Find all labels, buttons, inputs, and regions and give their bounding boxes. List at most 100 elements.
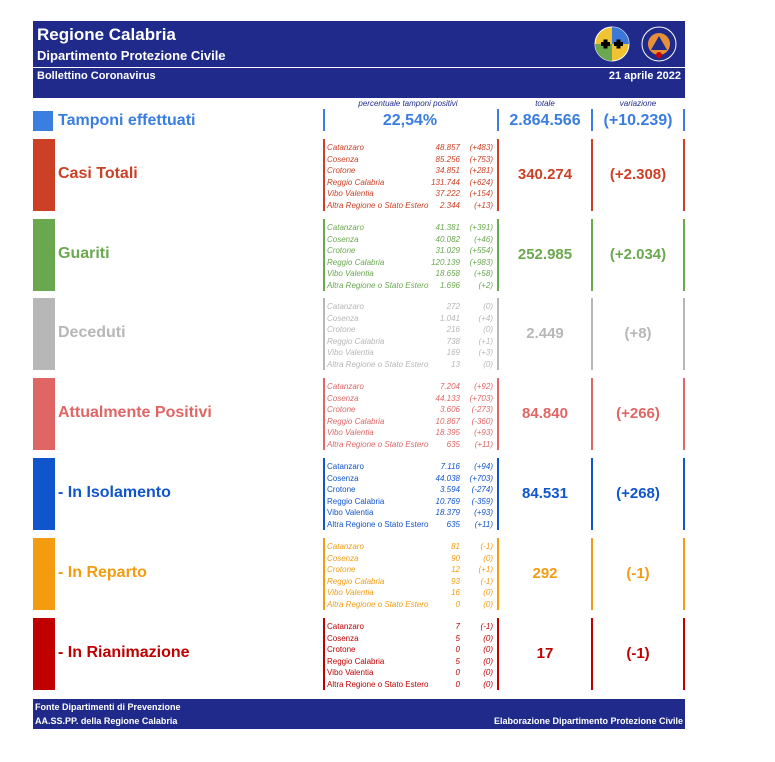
stat-divider-mid <box>497 139 499 211</box>
province-name: Catanzaro <box>327 143 364 152</box>
province-delta: (+1) <box>478 336 493 346</box>
province-name: Vibo Valentia <box>327 508 374 518</box>
stat-color-bar <box>33 298 55 370</box>
province-value: 5 <box>455 656 460 666</box>
province-row: Vibo Valentia 169 (+3) <box>325 347 497 359</box>
province-value: 12 <box>451 565 460 575</box>
province-delta: (0) <box>483 645 493 655</box>
province-name: Cosenza <box>327 473 359 483</box>
province-row: Altra Regione o Stato Estero 635 (+11) <box>325 439 497 451</box>
stat-variation: (+8) <box>624 325 652 342</box>
bulletin-date: 21 aprile 2022 <box>608 70 681 82</box>
province-list: Catanzaro 7 (-1) Cosenza 5 (0) Crotone 0 (0) Regg… <box>325 621 497 691</box>
province-value: 18.658 <box>435 269 460 279</box>
tamponi-divider-left <box>323 109 325 131</box>
province-list: Catanzaro 7.204 (+92) Cosenza 44.133 (+703) Cr… <box>325 381 497 451</box>
province-row: Crotone 0 (0) <box>325 644 497 656</box>
tamponi-total: 2.864.566 <box>509 112 581 129</box>
province-row: Reggio Calabria 738 (+1) <box>325 336 497 348</box>
province-row: Crotone 34.851 (+281) <box>325 165 497 177</box>
province-delta: (+11) <box>474 519 493 529</box>
province-value: 1.041 <box>439 313 460 323</box>
stat-divider-mid2 <box>591 618 593 690</box>
province-delta: (+391) <box>469 223 493 232</box>
province-value: 7.204 <box>439 382 460 391</box>
total-column-header: totale <box>535 99 555 108</box>
province-delta: (+92) <box>474 382 493 391</box>
stat-label: Guariti <box>58 245 110 262</box>
province-row: Reggio Calabria 10.867 (-360) <box>325 416 497 428</box>
province-row: Cosenza 1.041 (+4) <box>325 313 497 325</box>
province-name: Altra Regione o Stato Estero <box>327 439 429 449</box>
province-value: 131.744 <box>431 177 460 187</box>
province-value: 635 <box>446 519 460 529</box>
province-name: Cosenza <box>327 633 359 643</box>
province-name: Reggio Calabria <box>327 576 385 586</box>
province-name: Crotone <box>327 565 356 575</box>
province-list: Catanzaro 272 (0) Cosenza 1.041 (+4) Crotone 21… <box>325 301 497 371</box>
province-value: 1.696 <box>439 280 460 290</box>
header-banner: Regione Calabria Dipartimento Protezione… <box>33 21 685 67</box>
stat-divider-left <box>323 139 325 211</box>
province-value: 738 <box>446 336 460 346</box>
stat-label: Casi Totali <box>58 165 138 182</box>
province-value: 0 <box>455 599 460 609</box>
stat-block: - In Isolamento Catanzaro 7.116 (+94) Cosenz… <box>33 458 685 530</box>
province-delta: (0) <box>483 553 493 563</box>
province-name: Catanzaro <box>327 302 364 311</box>
province-value: 48.857 <box>435 143 460 152</box>
stat-divider-left <box>323 378 325 450</box>
province-delta: (+94) <box>474 462 493 471</box>
province-value: 10.867 <box>435 416 460 426</box>
province-name: Vibo Valentia <box>327 588 374 598</box>
stat-variation: (+2.034) <box>609 246 667 263</box>
province-delta: (+93) <box>474 428 493 438</box>
stat-label: Deceduti <box>58 324 126 341</box>
province-row: Reggio Calabria 5 (0) <box>325 656 497 668</box>
province-row: Catanzaro 48.857 (+483) <box>325 142 497 154</box>
header-band <box>33 84 685 98</box>
province-name: Catanzaro <box>327 382 364 391</box>
province-delta: (0) <box>483 599 493 609</box>
province-delta: (0) <box>483 588 493 598</box>
footer-source-2: AA.SS.PP. della Regione Calabria <box>35 716 178 726</box>
stat-color-bar <box>33 139 55 211</box>
province-delta: (0) <box>483 633 493 643</box>
province-name: Altra Regione o Stato Estero <box>327 280 429 290</box>
page-subtitle: Dipartimento Protezione Civile <box>37 48 226 63</box>
stat-divider-right <box>683 298 685 370</box>
province-name: Vibo Valentia <box>327 668 374 678</box>
stat-divider-right <box>683 458 685 530</box>
province-delta: (0) <box>483 679 493 689</box>
province-delta: (+46) <box>474 234 493 244</box>
province-delta: (0) <box>483 656 493 666</box>
province-name: Catanzaro <box>327 622 364 631</box>
stat-divider-left <box>323 618 325 690</box>
province-row: Altra Regione o Stato Estero 2.344 (+13) <box>325 200 497 212</box>
province-delta: (0) <box>483 359 493 369</box>
province-delta: (+58) <box>474 269 493 279</box>
stat-total: 252.985 <box>517 246 573 263</box>
stat-total: 84.531 <box>522 485 568 502</box>
province-name: Reggio Calabria <box>327 416 385 426</box>
stat-divider-mid2 <box>591 139 593 211</box>
stat-divider-left <box>323 458 325 530</box>
province-row: Vibo Valentia 16 (0) <box>325 587 497 599</box>
stat-block: Attualmente Positivi Catanzaro 7.204 (+92) C… <box>33 378 685 450</box>
regione-calabria-logo-icon <box>594 26 630 62</box>
stat-divider-left <box>323 219 325 291</box>
province-name: Reggio Calabria <box>327 656 385 666</box>
province-delta: (+93) <box>474 508 493 518</box>
province-name: Reggio Calabria <box>327 257 385 267</box>
stat-color-bar <box>33 618 55 690</box>
footer-bar: Fonte Dipartimenti di Prevenzione AA.SS.… <box>33 699 685 729</box>
province-value: 169 <box>446 348 460 358</box>
province-value: 3.594 <box>439 485 460 495</box>
province-delta: (+3) <box>478 348 493 358</box>
province-row: Reggio Calabria 93 (-1) <box>325 576 497 588</box>
province-delta: (+703) <box>469 393 493 403</box>
province-name: Altra Regione o Stato Estero <box>327 679 429 689</box>
footer-source-1: Fonte Dipartimenti di Prevenzione <box>35 702 181 712</box>
province-row: Cosenza 44.038 (+703) <box>325 473 497 485</box>
province-value: 7.116 <box>440 462 460 471</box>
